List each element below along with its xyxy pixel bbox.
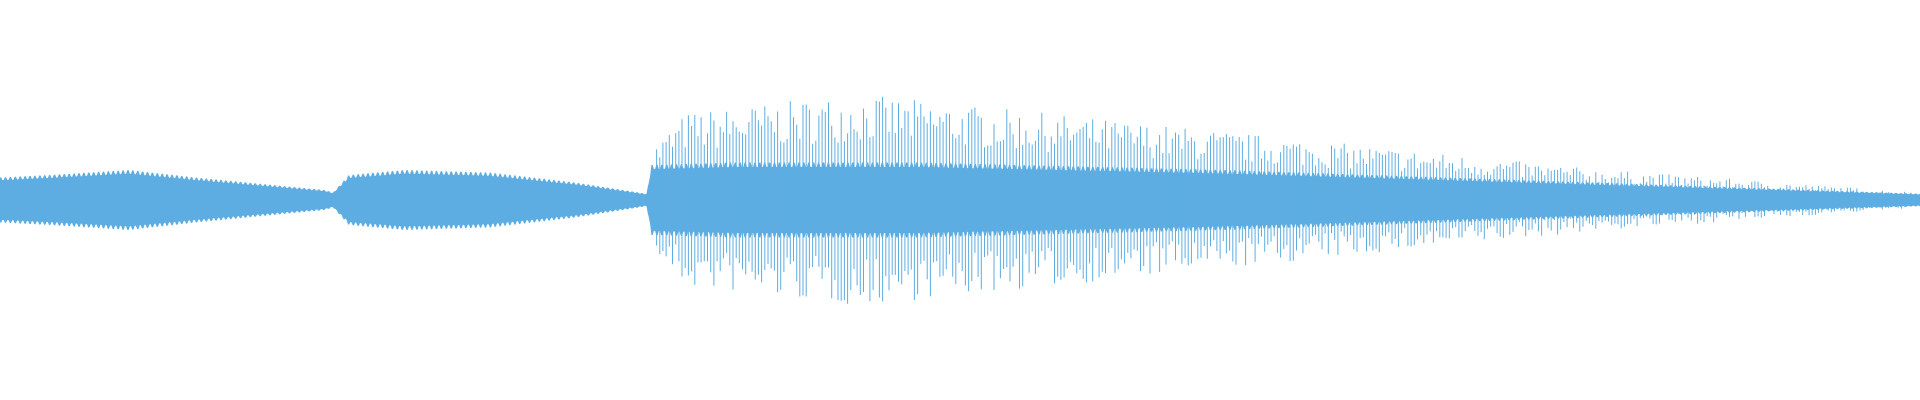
waveform-peaks [649,96,1918,304]
waveform-body [0,162,1920,238]
